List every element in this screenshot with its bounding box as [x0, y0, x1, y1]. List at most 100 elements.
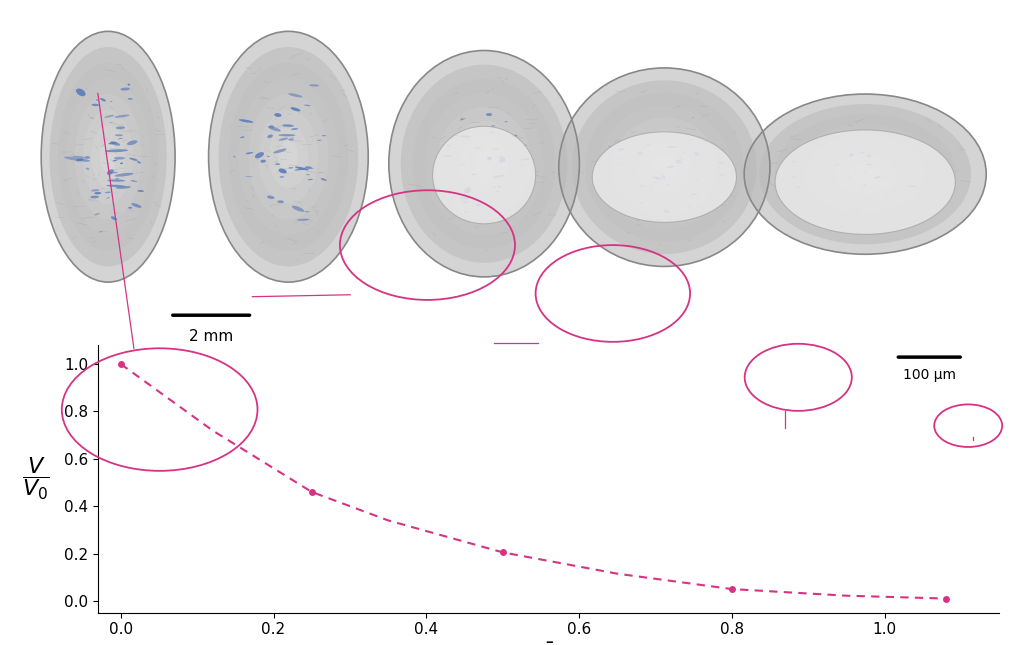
Ellipse shape [520, 158, 530, 161]
Ellipse shape [305, 167, 313, 169]
Ellipse shape [663, 210, 670, 213]
Ellipse shape [401, 64, 568, 263]
Ellipse shape [651, 155, 678, 179]
Ellipse shape [95, 192, 101, 194]
Ellipse shape [113, 157, 126, 159]
Ellipse shape [459, 197, 471, 199]
Ellipse shape [459, 135, 472, 137]
Ellipse shape [585, 93, 744, 242]
Ellipse shape [309, 84, 319, 86]
Ellipse shape [74, 94, 141, 219]
Ellipse shape [107, 169, 113, 175]
Ellipse shape [471, 162, 473, 163]
Ellipse shape [489, 132, 493, 134]
Ellipse shape [291, 206, 305, 212]
Ellipse shape [860, 152, 864, 153]
Ellipse shape [759, 104, 971, 244]
Ellipse shape [297, 219, 310, 221]
Ellipse shape [288, 139, 294, 141]
Ellipse shape [690, 194, 697, 195]
Ellipse shape [131, 180, 137, 182]
Ellipse shape [105, 115, 114, 117]
Ellipse shape [866, 164, 871, 165]
Ellipse shape [437, 107, 531, 221]
Ellipse shape [274, 113, 281, 117]
Ellipse shape [49, 47, 167, 266]
Ellipse shape [666, 166, 675, 168]
Ellipse shape [492, 148, 500, 150]
Ellipse shape [83, 110, 133, 204]
Ellipse shape [90, 117, 94, 119]
Ellipse shape [291, 137, 295, 138]
Ellipse shape [512, 135, 517, 137]
Ellipse shape [694, 151, 699, 156]
Ellipse shape [273, 148, 286, 154]
Ellipse shape [128, 207, 132, 209]
Ellipse shape [267, 155, 270, 157]
Ellipse shape [92, 125, 125, 188]
Ellipse shape [279, 130, 280, 131]
Ellipse shape [775, 130, 955, 234]
Ellipse shape [277, 201, 284, 203]
Ellipse shape [245, 176, 252, 177]
Ellipse shape [109, 122, 113, 123]
Ellipse shape [592, 132, 736, 223]
Ellipse shape [639, 185, 645, 186]
Ellipse shape [85, 168, 90, 170]
Ellipse shape [497, 186, 502, 187]
Ellipse shape [491, 186, 495, 188]
Ellipse shape [268, 126, 280, 132]
Ellipse shape [866, 154, 871, 157]
Ellipse shape [105, 192, 111, 194]
Ellipse shape [835, 154, 895, 194]
X-axis label: $\bar{\varepsilon}$: $\bar{\varepsilon}$ [542, 643, 555, 645]
Ellipse shape [132, 203, 141, 208]
Ellipse shape [115, 178, 119, 179]
Ellipse shape [246, 152, 253, 154]
Ellipse shape [218, 47, 358, 266]
Ellipse shape [448, 121, 520, 206]
Ellipse shape [100, 98, 106, 101]
Ellipse shape [108, 172, 118, 174]
Ellipse shape [118, 138, 123, 139]
Ellipse shape [229, 63, 348, 251]
Ellipse shape [460, 135, 508, 192]
Ellipse shape [901, 144, 904, 145]
Ellipse shape [661, 175, 666, 179]
Ellipse shape [612, 117, 717, 217]
Ellipse shape [790, 124, 940, 224]
Ellipse shape [114, 173, 134, 177]
Ellipse shape [792, 175, 796, 177]
Ellipse shape [105, 149, 128, 152]
Ellipse shape [278, 137, 288, 141]
Ellipse shape [442, 155, 452, 157]
Ellipse shape [850, 154, 854, 157]
Ellipse shape [321, 135, 327, 136]
Ellipse shape [295, 166, 309, 170]
Ellipse shape [306, 174, 310, 175]
Ellipse shape [91, 195, 99, 198]
Ellipse shape [121, 88, 130, 90]
Ellipse shape [106, 197, 110, 199]
Ellipse shape [413, 79, 555, 248]
Ellipse shape [288, 94, 303, 97]
Ellipse shape [279, 176, 284, 177]
Ellipse shape [895, 191, 896, 192]
Ellipse shape [718, 162, 724, 163]
Ellipse shape [924, 177, 926, 178]
Ellipse shape [259, 110, 318, 204]
Ellipse shape [295, 168, 305, 170]
Ellipse shape [863, 184, 866, 186]
Ellipse shape [305, 211, 309, 212]
Ellipse shape [703, 141, 708, 143]
Ellipse shape [490, 125, 495, 127]
Ellipse shape [138, 190, 144, 192]
Ellipse shape [433, 126, 536, 224]
Ellipse shape [499, 159, 506, 163]
Ellipse shape [91, 189, 100, 192]
Ellipse shape [114, 134, 123, 136]
Ellipse shape [454, 152, 458, 153]
Ellipse shape [638, 143, 691, 192]
Ellipse shape [110, 101, 112, 102]
Ellipse shape [820, 144, 911, 204]
